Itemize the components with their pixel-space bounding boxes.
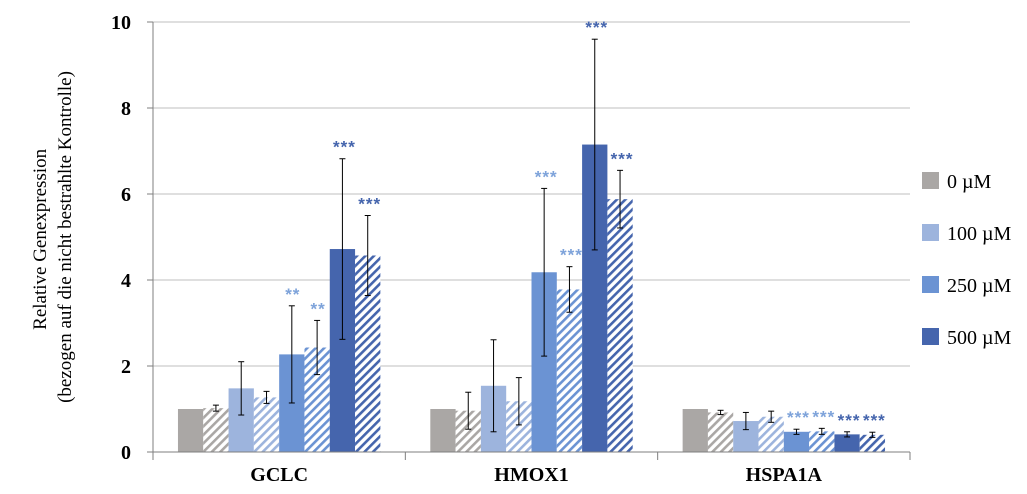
- bar: [682, 409, 708, 452]
- bar: [834, 434, 860, 452]
- bar: [707, 412, 734, 452]
- x-category-label: HMOX1: [494, 464, 568, 486]
- significance-label: ***: [560, 246, 583, 265]
- legend-label: 250 µM: [947, 275, 1012, 297]
- significance-label: ***: [838, 411, 861, 430]
- bar: [203, 408, 229, 452]
- y-axis-label: Relative Genexpression (bezogen auf die …: [30, 71, 76, 403]
- significance-label: **: [310, 299, 325, 318]
- y-tick-label: 2: [121, 356, 131, 378]
- bar: [430, 409, 456, 452]
- legend-label: 500 µM: [947, 327, 1012, 349]
- bars: [177, 144, 886, 453]
- significance-label: ***: [535, 167, 558, 186]
- y-tick-label: 10: [111, 12, 131, 34]
- legend-swatch: [922, 224, 939, 241]
- significance-label: ***: [611, 149, 634, 168]
- y-tick-label: 4: [121, 270, 131, 292]
- x-category-label: GCLC: [250, 464, 308, 486]
- legend: 0 µM 100 µM 250 µM 500 µM: [922, 171, 1012, 349]
- bar: [783, 431, 810, 452]
- gridlines: [153, 21, 910, 367]
- significance-label: **: [285, 285, 300, 304]
- x-category-label: HSPA1A: [746, 464, 823, 486]
- x-category-labels: GCLC HMOX1 HSPA1A: [250, 464, 822, 486]
- y-tick-labels: 0 2 4 6 8 10: [111, 12, 131, 464]
- significance-label: ***: [863, 411, 886, 430]
- legend-label: 100 µM: [947, 223, 1012, 245]
- bar: [859, 434, 886, 452]
- legend-label: 0 µM: [947, 171, 992, 193]
- significance-markers: ************************* *** *** ***: [285, 18, 886, 430]
- significance-label: ***: [333, 138, 356, 157]
- y-axis-label-line-2: (bezogen auf die nicht bestrahlte Kontro…: [55, 71, 76, 403]
- bar: [556, 289, 583, 452]
- y-tick-label: 0: [121, 442, 131, 464]
- y-axis-label-line-1: Relative Genexpression: [30, 148, 51, 329]
- bar: [607, 199, 633, 452]
- bar: [809, 431, 835, 452]
- y-tick-label: 6: [121, 184, 131, 206]
- bar: [177, 409, 204, 452]
- bar: [253, 397, 280, 452]
- legend-swatch: [922, 172, 939, 189]
- legend-swatch: [922, 328, 939, 345]
- significance-label: ***: [812, 407, 835, 426]
- legend-swatch: [922, 276, 939, 293]
- significance-label: ***: [358, 195, 381, 214]
- error-bars: [212, 38, 876, 438]
- y-tick-label: 8: [121, 98, 131, 120]
- significance-label: ***: [787, 408, 810, 427]
- significance-label: ***: [585, 18, 608, 37]
- axes: [147, 21, 911, 460]
